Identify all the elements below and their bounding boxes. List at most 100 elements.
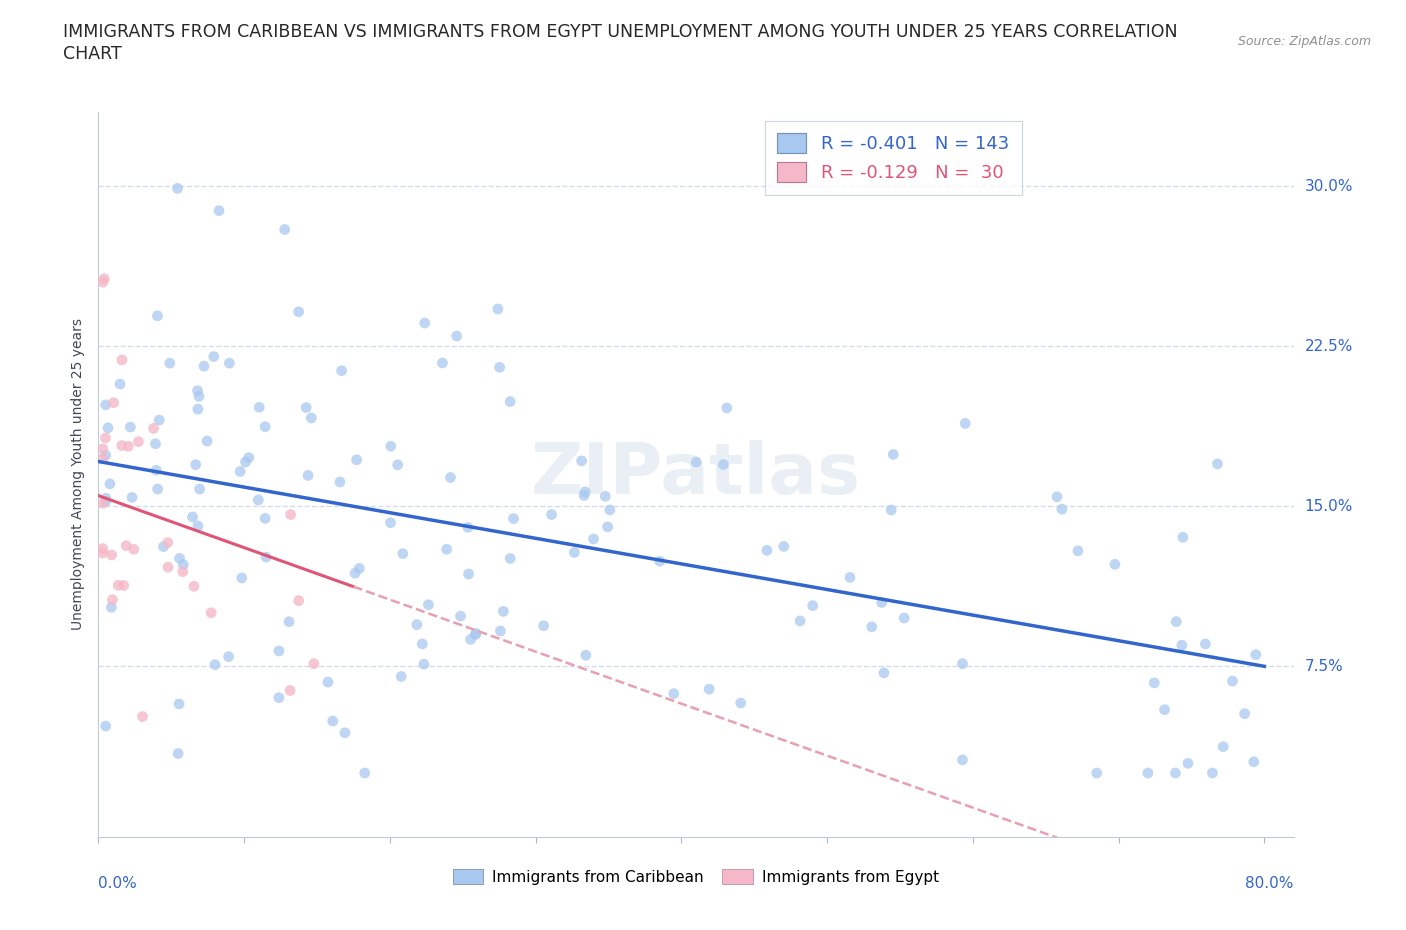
Point [713, 457, 735, 472]
Point [499, 394, 522, 409]
Y-axis label: Unemployment Among Youth under 25 years: Unemployment Among Youth under 25 years [72, 318, 86, 631]
Point [218, 355, 240, 370]
Point [1166, 614, 1188, 629]
Point [247, 400, 270, 415]
Point [94, 397, 117, 412]
Point [101, 592, 124, 607]
Point [148, 413, 170, 428]
Point [432, 355, 454, 370]
Point [322, 713, 344, 728]
Point [94, 491, 117, 506]
Point [730, 696, 752, 711]
Point [880, 502, 903, 517]
Point [1136, 765, 1159, 780]
Point [316, 674, 339, 689]
Point [146, 309, 169, 324]
Point [157, 560, 180, 575]
Point [952, 657, 974, 671]
Point [464, 627, 486, 642]
Point [564, 545, 586, 560]
Point [145, 463, 167, 478]
Point [193, 359, 215, 374]
Point [450, 608, 472, 623]
Point [295, 400, 318, 415]
Point [91, 546, 114, 561]
Point [1046, 489, 1069, 504]
Point [235, 455, 257, 470]
Point [1243, 754, 1265, 769]
Point [91, 451, 114, 466]
Point [380, 515, 402, 530]
Point [596, 519, 619, 534]
Point [418, 597, 440, 612]
Point [685, 455, 707, 470]
Point [273, 222, 295, 237]
Point [204, 658, 226, 672]
Point [1244, 647, 1267, 662]
Point [280, 507, 302, 522]
Point [100, 548, 122, 563]
Point [278, 614, 301, 629]
Point [349, 561, 371, 576]
Legend: Immigrants from Caribbean, Immigrants from Egypt: Immigrants from Caribbean, Immigrants fr… [447, 863, 945, 891]
Point [188, 482, 211, 497]
Point [436, 542, 458, 557]
Point [247, 493, 270, 508]
Point [208, 204, 231, 219]
Point [1067, 543, 1090, 558]
Point [1201, 765, 1223, 780]
Point [392, 546, 415, 561]
Point [108, 377, 131, 392]
Point [278, 683, 301, 698]
Point [146, 482, 169, 497]
Point [167, 697, 190, 711]
Point [648, 553, 671, 568]
Point [571, 454, 593, 469]
Text: 15.0%: 15.0% [1305, 498, 1353, 513]
Point [97, 420, 120, 435]
Point [299, 410, 322, 425]
Point [166, 181, 188, 196]
Point [540, 507, 562, 522]
Point [120, 419, 142, 434]
Point [238, 450, 260, 465]
Point [94, 719, 117, 734]
Point [121, 490, 143, 505]
Point [287, 593, 309, 608]
Point [91, 274, 114, 289]
Point [188, 389, 211, 404]
Point [103, 395, 125, 410]
Point [488, 360, 510, 375]
Point [697, 682, 720, 697]
Point [662, 686, 685, 701]
Text: 80.0%: 80.0% [1246, 876, 1294, 891]
Point [333, 725, 356, 740]
Point [98, 476, 121, 491]
Text: CHART: CHART [63, 45, 122, 62]
Point [167, 746, 190, 761]
Point [112, 578, 135, 593]
Point [1194, 636, 1216, 651]
Point [254, 511, 277, 525]
Point [267, 644, 290, 658]
Point [297, 468, 319, 483]
Point [1177, 756, 1199, 771]
Point [93, 272, 115, 286]
Point [1212, 739, 1234, 754]
Point [460, 632, 482, 647]
Point [187, 402, 209, 417]
Point [1171, 638, 1194, 653]
Point [229, 464, 252, 479]
Point [1206, 457, 1229, 472]
Point [111, 352, 134, 367]
Point [405, 618, 427, 632]
Text: IMMIGRANTS FROM CARIBBEAN VS IMMIGRANTS FROM EGYPT UNEMPLOYMENT AMONG YOUTH UNDE: IMMIGRANTS FROM CARIBBEAN VS IMMIGRANTS … [63, 23, 1178, 41]
Point [595, 489, 617, 504]
Point [231, 571, 253, 586]
Point [91, 541, 114, 556]
Point [187, 383, 209, 398]
Point [172, 557, 194, 572]
Point [169, 551, 191, 565]
Point [716, 401, 738, 416]
Point [218, 649, 240, 664]
